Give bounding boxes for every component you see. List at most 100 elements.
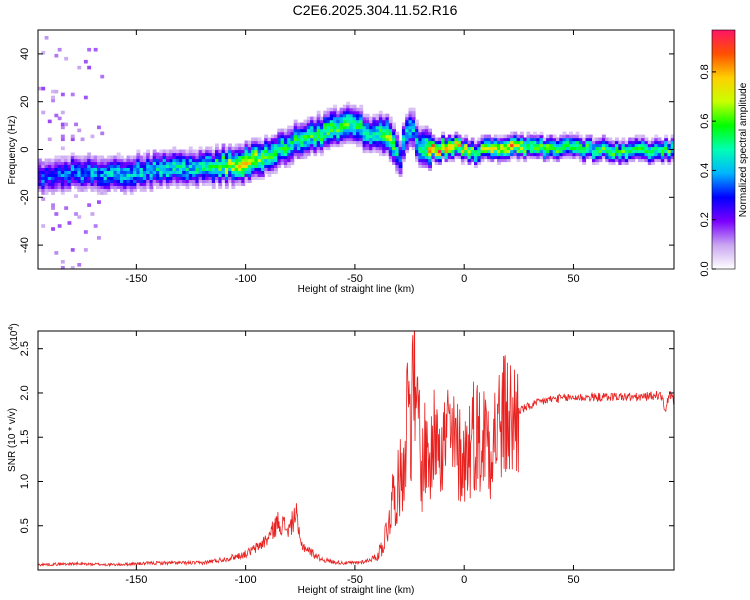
spectrogram-cell — [60, 146, 65, 151]
spectrogram-cell — [631, 149, 636, 154]
spectrogram-cell — [100, 158, 105, 163]
spectrogram-cell — [156, 158, 160, 163]
spectrogram-cell — [198, 161, 203, 165]
spectrogram-cell — [290, 137, 295, 142]
spectrogram-cell — [438, 161, 442, 165]
spectrogram-cell — [179, 155, 183, 160]
spectrogram-cell — [365, 140, 370, 145]
spectrogram-cell — [624, 155, 629, 160]
spectrogram-cell — [185, 161, 190, 165]
spectrogram-cell — [651, 140, 655, 145]
spectrogram-cell — [438, 140, 442, 145]
spectrogram-cell — [497, 134, 501, 139]
spectrogram-cell — [172, 176, 177, 180]
spectrogram-cell — [133, 185, 137, 189]
spectrogram-cell — [392, 140, 396, 145]
spectrogram-cell — [97, 200, 101, 204]
spectrogram-cell — [303, 134, 308, 139]
spectrogram-cell — [205, 149, 210, 154]
spectrogram-cell — [362, 140, 367, 145]
spectrogram-cell — [87, 155, 92, 160]
spectrogram-cell — [460, 152, 465, 157]
spectrogram-cell — [385, 149, 390, 154]
spectrogram-cell — [667, 140, 672, 145]
spectrogram-cell — [297, 155, 301, 160]
spectrogram-ytick-label: -40 — [19, 237, 31, 253]
spectrogram-cell — [628, 155, 632, 160]
spectrogram-cell — [401, 146, 406, 151]
spectrogram-cell — [644, 146, 649, 151]
spectrogram-ytick-label: 40 — [19, 48, 31, 60]
spectrogram-cell — [519, 140, 524, 145]
spectrogram-cell — [149, 182, 154, 186]
spectrogram-cell — [106, 161, 111, 165]
spectrogram-cell — [411, 140, 416, 145]
spectrogram-cell — [74, 155, 78, 160]
spectrogram-cell — [319, 116, 324, 121]
spectrogram-cell — [224, 179, 229, 183]
spectrogram-cell — [175, 155, 180, 160]
spectrogram-cell — [97, 170, 101, 174]
spectrogram-cell — [523, 146, 528, 151]
spectrogram-cell — [100, 131, 105, 136]
spectrogram-cell — [162, 152, 167, 157]
spectrogram-cell — [575, 131, 580, 136]
spectrogram-cell — [500, 149, 505, 154]
spectrogram-cell — [280, 128, 285, 133]
spectrogram-cell — [421, 137, 426, 142]
spectrogram-cell — [611, 158, 616, 163]
spectrogram-cell — [224, 155, 229, 160]
spectrogram-cell — [415, 134, 419, 139]
spectrogram-cell — [460, 158, 465, 163]
spectrogram-cell — [221, 164, 226, 168]
spectrogram-cell — [264, 152, 269, 157]
spectrogram-cell — [592, 152, 596, 157]
spectrogram-cell — [300, 140, 305, 145]
spectrogram-cell — [490, 158, 495, 163]
spectrogram-cell — [64, 206, 69, 210]
snr-series-line — [38, 331, 674, 568]
spectrogram-cell — [519, 143, 524, 148]
spectrogram-cell — [303, 146, 308, 151]
spectrogram-cell — [113, 167, 118, 171]
spectrogram-cell — [424, 137, 429, 142]
spectrogram-cell — [464, 134, 469, 139]
spectrogram-cell — [152, 182, 157, 186]
spectrogram-cell — [556, 143, 560, 148]
spectrogram-cell — [316, 128, 321, 133]
spectrogram-cell — [136, 185, 141, 189]
spectrogram-cell — [428, 164, 432, 168]
spectrogram-cell — [244, 170, 249, 174]
spectrogram-cell — [480, 146, 485, 151]
spectrogram-cell — [64, 173, 69, 177]
spectrogram-cell — [333, 140, 337, 145]
spectrogram-cell — [651, 146, 655, 151]
spectrogram-cell — [634, 134, 639, 139]
spectrogram-cell — [264, 158, 269, 163]
spectrogram-cell — [185, 152, 190, 157]
spectrogram-cell — [585, 137, 590, 142]
spectrogram-cell — [519, 134, 524, 139]
snr-ylabel: SNR (10 * v/v) — [7, 408, 18, 472]
spectrogram-cell — [129, 191, 134, 195]
spectrogram-cell — [415, 155, 419, 160]
spectrogram-cell — [651, 161, 655, 165]
spectrogram-cell — [352, 119, 357, 124]
spectrogram-cell — [510, 140, 514, 145]
spectrogram-cell — [316, 149, 321, 154]
spectrogram-cell — [346, 122, 351, 127]
spectrogram-cell — [218, 167, 223, 171]
spectrogram-cell — [418, 140, 423, 145]
spectrogram-cell — [385, 152, 390, 157]
spectrogram-cell — [595, 137, 600, 142]
spectrogram-cell — [323, 143, 328, 148]
spectrogram-cell — [621, 137, 626, 142]
spectrogram-cell — [316, 140, 321, 145]
spectrogram-cell — [267, 152, 272, 157]
spectrogram-cell — [506, 158, 511, 163]
spectrogram-cell — [641, 140, 646, 145]
spectrogram-cell — [290, 125, 295, 130]
spectrogram-cell — [342, 119, 347, 124]
spectrogram-cell — [169, 173, 173, 177]
spectrogram-cell — [293, 143, 298, 148]
